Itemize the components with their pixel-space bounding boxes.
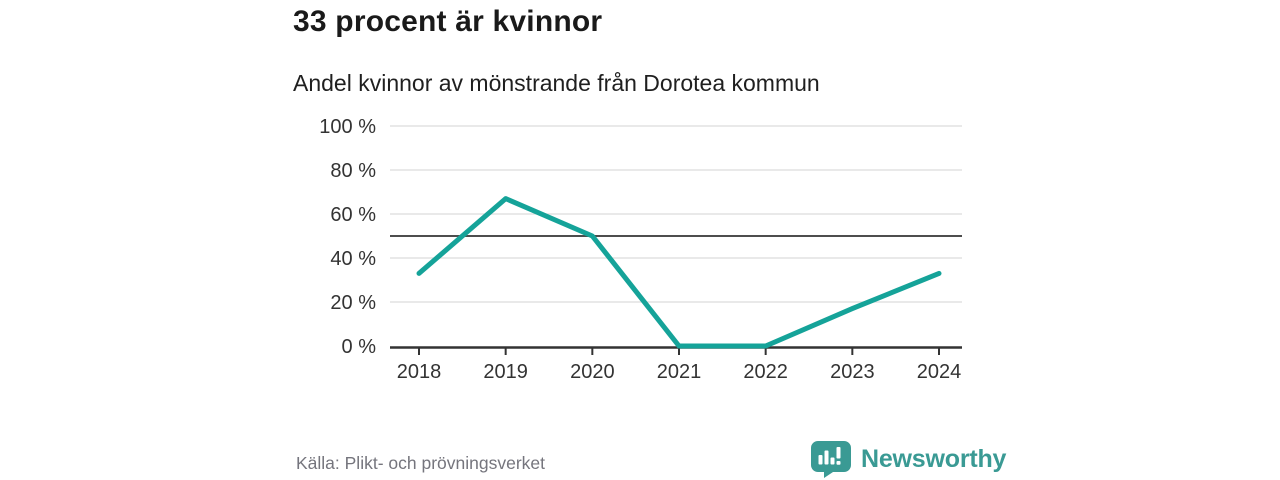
- svg-text:0 %: 0 %: [342, 336, 377, 358]
- svg-text:2022: 2022: [743, 361, 788, 383]
- newsworthy-logo: Newsworthy: [810, 440, 1006, 478]
- svg-text:2024: 2024: [917, 361, 962, 383]
- svg-text:2020: 2020: [570, 361, 615, 383]
- line-chart: 0 % 20 % 40 % 60 % 80 % 100 % 2018 2019 2020 2021…: [319, 116, 962, 383]
- svg-text:60 %: 60 %: [330, 204, 376, 226]
- bar-chart-bubble-icon: [810, 440, 852, 478]
- svg-text:2021: 2021: [657, 361, 702, 383]
- svg-text:20 %: 20 %: [330, 292, 376, 314]
- svg-text:2023: 2023: [830, 361, 875, 383]
- svg-text:100 %: 100 %: [319, 116, 376, 138]
- svg-text:2018: 2018: [397, 361, 442, 383]
- source-note: Källa: Plikt- och prövningsverket: [296, 453, 545, 473]
- svg-text:40 %: 40 %: [330, 248, 376, 270]
- brand-wordmark: Newsworthy: [861, 445, 1007, 473]
- chart-subtitle: Andel kvinnor av mönstrande från Dorotea…: [293, 70, 820, 96]
- svg-text:2019: 2019: [483, 361, 528, 383]
- page-title: 33 procent är kvinnor: [293, 5, 603, 38]
- svg-text:80 %: 80 %: [330, 160, 376, 182]
